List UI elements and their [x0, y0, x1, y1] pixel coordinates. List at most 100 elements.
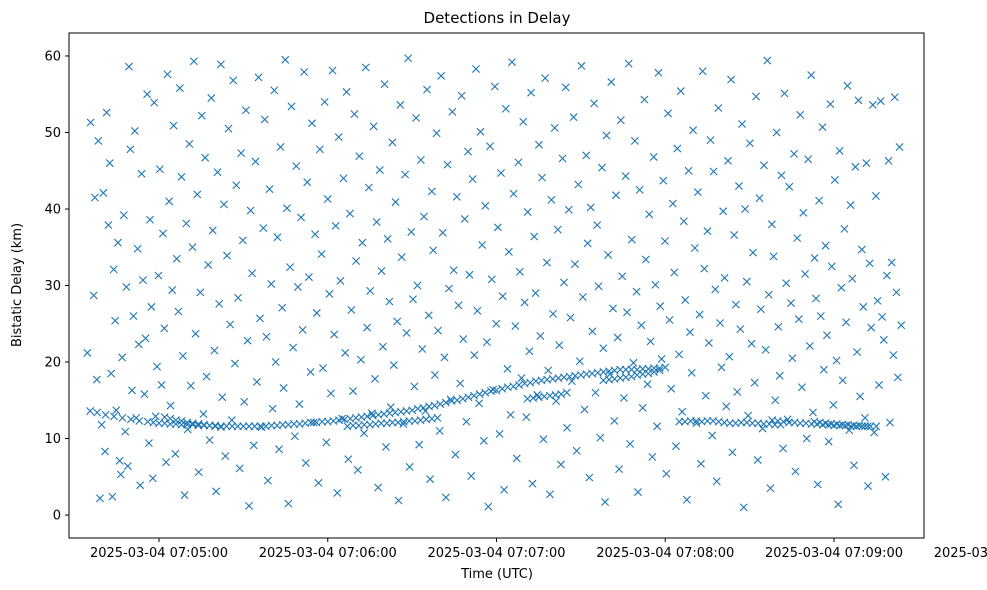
scatter-point-426	[750, 378, 759, 387]
scatter-point-25	[123, 462, 132, 471]
scatter-point-513	[887, 258, 896, 267]
scatter-point-144	[306, 367, 315, 376]
scatter-point-348	[627, 235, 636, 244]
scatter-point-296	[545, 490, 554, 499]
scatter-point-68	[186, 381, 195, 390]
scatter-point-335	[607, 77, 616, 86]
scatter-point-380	[678, 407, 687, 416]
scatter-point-112	[255, 314, 264, 323]
track-point-0-33	[290, 420, 298, 428]
scatter-point-420	[741, 204, 750, 213]
scatter-point-129	[282, 204, 291, 213]
scatter-point-138	[297, 213, 306, 222]
scatter-point-345	[623, 308, 631, 317]
scatter-point-121	[270, 86, 279, 95]
scatter-point-145	[308, 119, 316, 128]
scatter-point-516	[892, 288, 901, 297]
scatter-point-247	[468, 175, 477, 184]
scatter-point-259	[487, 275, 496, 284]
track-point-0-91	[616, 365, 625, 374]
scatter-point-444	[779, 444, 788, 453]
track-point-2-8	[388, 418, 397, 427]
scatter-point-462	[807, 71, 816, 80]
scatter-point-221	[427, 187, 436, 196]
scatter-point-134	[290, 432, 299, 441]
scatter-point-18	[113, 238, 122, 247]
scatter-point-105	[245, 501, 253, 510]
scatter-point-107	[248, 269, 257, 278]
scatter-point-210	[410, 382, 419, 391]
scatter-point-396	[703, 227, 712, 236]
scatter-point-458	[801, 270, 810, 279]
scatter-point-4	[92, 375, 101, 384]
track-point-0-66	[475, 390, 484, 399]
scatter-point-136	[293, 283, 302, 292]
track-point-0-75	[526, 378, 535, 387]
scatter-point-291	[538, 173, 547, 182]
scatter-point-163	[336, 276, 345, 285]
scatter-point-325	[591, 388, 600, 397]
scatter-point-496	[860, 413, 869, 422]
scatter-point-244	[464, 147, 473, 156]
track-point-7-17	[863, 422, 872, 431]
track-point-1-0	[160, 413, 169, 422]
track-point-5-17	[770, 420, 779, 429]
track-point-3-6	[557, 390, 566, 399]
scatter-point-358	[643, 380, 652, 389]
scatter-point-181	[364, 183, 373, 192]
scatter-point-197	[389, 361, 398, 370]
scatter-point-340	[615, 465, 624, 474]
scatter-point-321	[585, 473, 594, 482]
track-point-0-22	[228, 422, 237, 431]
scatter-point-231	[443, 160, 452, 169]
scatter-point-435	[764, 290, 773, 299]
track-point-5-11	[737, 418, 746, 427]
scatter-point-360	[646, 337, 655, 346]
scatter-point-414	[731, 300, 740, 309]
scatter-point-467	[815, 196, 824, 205]
scatter-point-176	[356, 355, 365, 364]
scatter-point-67	[185, 139, 194, 148]
scatter-point-280	[520, 298, 529, 307]
scatter-point-64	[180, 491, 189, 500]
scatter-point-140	[300, 68, 309, 77]
scatter-point-328	[596, 433, 605, 442]
scatter-point-128	[281, 55, 290, 64]
scatter-point-266	[498, 292, 507, 301]
scatter-point-274	[511, 322, 520, 331]
track-point-0-0	[86, 406, 95, 415]
scatter-point-207	[405, 462, 414, 471]
scatter-point-166	[341, 348, 350, 357]
scatter-point-442	[775, 371, 784, 380]
x-axis: 2025-03-04 07:05:00 2025-03-04 07:06:00 20…	[90, 538, 987, 561]
scatter-point-411	[727, 75, 736, 84]
scatter-point-246	[467, 472, 476, 481]
track-point-0-92	[621, 365, 630, 374]
scatter-point-472	[822, 331, 831, 340]
scatter-point-331	[601, 498, 610, 507]
scatter-point-0	[83, 348, 92, 357]
scatter-point-439	[771, 396, 780, 405]
scatter-point-162	[334, 133, 343, 142]
y-axis: 0 10 20 30 40 50 60	[44, 49, 69, 524]
scatter-point-324	[590, 99, 599, 108]
scatter-point-356	[640, 95, 649, 104]
scatter-point-316	[577, 61, 586, 70]
scatter-point-187	[374, 483, 383, 492]
scatter-point-292	[539, 435, 548, 444]
scatter-point-9	[101, 447, 109, 456]
scatter-point-45	[151, 412, 160, 421]
scatter-point-236	[451, 450, 460, 459]
scatter-point-418	[738, 120, 747, 129]
scatter-point-400	[709, 167, 718, 176]
track-point-0-3	[110, 412, 118, 421]
scatter-point-222	[429, 246, 438, 255]
scatter-point-238	[454, 301, 463, 310]
scatter-point-99	[235, 464, 244, 473]
track-point-0-29	[267, 421, 276, 430]
scatter-point-170	[347, 305, 356, 314]
scatter-point-264	[495, 429, 504, 438]
scatter-point-322	[586, 203, 595, 212]
scatter-point-303	[556, 460, 565, 469]
